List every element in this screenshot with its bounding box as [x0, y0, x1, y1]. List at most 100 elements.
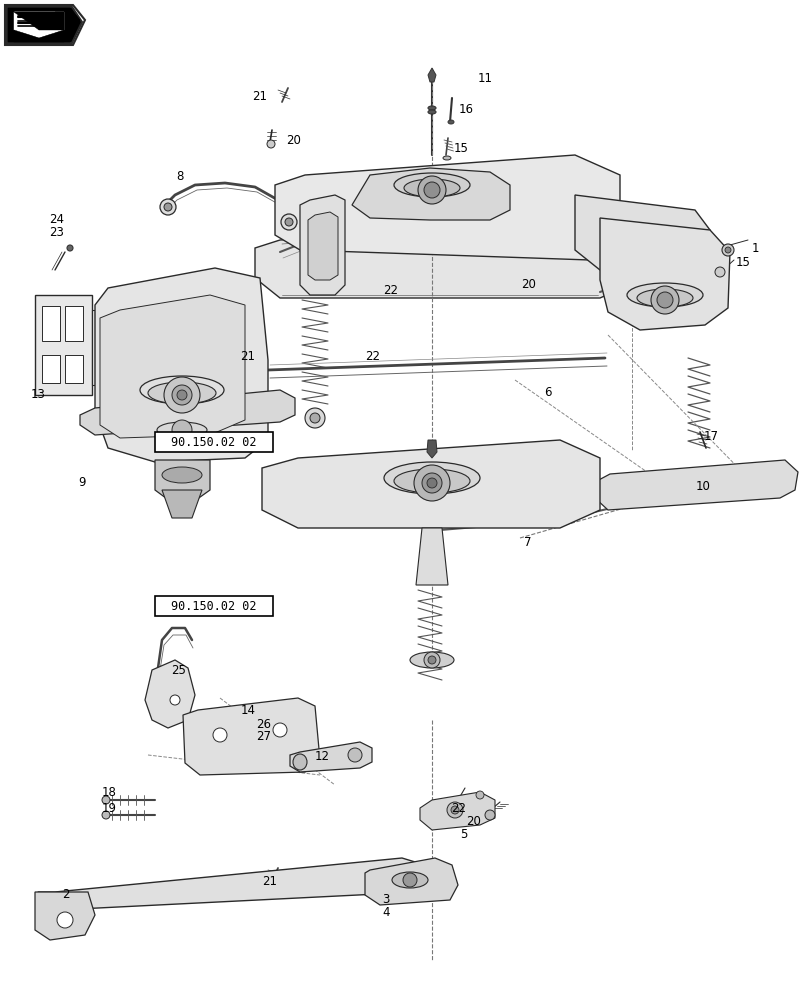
Ellipse shape: [448, 120, 453, 124]
Circle shape: [164, 377, 200, 413]
Circle shape: [281, 214, 297, 230]
Text: 26: 26: [255, 717, 271, 730]
Circle shape: [177, 390, 187, 400]
Circle shape: [164, 203, 172, 211]
Circle shape: [102, 811, 109, 819]
Circle shape: [446, 802, 462, 818]
Ellipse shape: [410, 652, 453, 668]
Circle shape: [656, 292, 672, 308]
Circle shape: [724, 247, 730, 253]
Text: 4: 4: [381, 906, 389, 919]
Text: 9: 9: [78, 477, 85, 489]
Ellipse shape: [404, 179, 460, 197]
Text: 13: 13: [31, 388, 45, 401]
Circle shape: [212, 728, 227, 742]
Polygon shape: [14, 12, 39, 30]
Text: 22: 22: [383, 284, 397, 296]
Polygon shape: [155, 460, 210, 510]
Polygon shape: [80, 390, 294, 435]
Polygon shape: [5, 5, 85, 45]
Circle shape: [67, 245, 73, 251]
Circle shape: [450, 806, 458, 814]
Circle shape: [475, 791, 483, 799]
Circle shape: [169, 695, 180, 705]
Text: 15: 15: [735, 255, 750, 268]
Ellipse shape: [393, 469, 470, 493]
Text: 11: 11: [478, 72, 492, 85]
Circle shape: [414, 465, 449, 501]
Circle shape: [422, 473, 441, 493]
Ellipse shape: [392, 872, 427, 888]
Ellipse shape: [443, 156, 450, 160]
Text: 19: 19: [102, 801, 117, 814]
Bar: [65, 355, 83, 383]
Text: 18: 18: [102, 786, 117, 799]
Circle shape: [418, 176, 445, 204]
Text: 1: 1: [751, 242, 758, 255]
Text: 14: 14: [241, 704, 255, 717]
Circle shape: [285, 218, 293, 226]
Text: 10: 10: [695, 480, 710, 492]
Circle shape: [650, 286, 678, 314]
Text: 20: 20: [285, 134, 301, 147]
Polygon shape: [38, 858, 430, 910]
Text: 12: 12: [315, 750, 329, 762]
Polygon shape: [14, 12, 64, 38]
Polygon shape: [351, 168, 509, 220]
Polygon shape: [100, 295, 245, 438]
Ellipse shape: [148, 382, 216, 404]
Text: 5: 5: [460, 828, 467, 841]
Text: 2: 2: [62, 888, 70, 902]
Text: 90.150.02 02: 90.150.02 02: [171, 599, 256, 612]
Polygon shape: [35, 295, 92, 395]
Circle shape: [402, 873, 417, 887]
Ellipse shape: [427, 106, 436, 110]
Circle shape: [423, 652, 440, 668]
Bar: [42, 355, 60, 383]
Text: 22: 22: [365, 351, 380, 363]
Polygon shape: [594, 460, 797, 510]
Polygon shape: [599, 218, 729, 330]
Circle shape: [160, 199, 176, 215]
Ellipse shape: [427, 110, 436, 114]
Text: 20: 20: [521, 278, 535, 292]
Polygon shape: [275, 155, 620, 260]
Polygon shape: [255, 218, 639, 298]
Text: 20: 20: [466, 815, 480, 828]
Polygon shape: [415, 528, 448, 585]
Polygon shape: [95, 268, 268, 462]
Polygon shape: [162, 490, 202, 518]
Ellipse shape: [293, 754, 307, 770]
Polygon shape: [290, 742, 371, 772]
Text: 7: 7: [523, 536, 531, 548]
Circle shape: [427, 656, 436, 664]
Text: 90.150.02 02: 90.150.02 02: [171, 436, 256, 448]
Ellipse shape: [162, 467, 202, 483]
Polygon shape: [145, 660, 195, 728]
Ellipse shape: [626, 283, 702, 307]
Circle shape: [310, 413, 320, 423]
Polygon shape: [35, 892, 95, 940]
Ellipse shape: [384, 462, 479, 494]
Polygon shape: [419, 792, 495, 830]
Bar: [65, 306, 83, 341]
Polygon shape: [7, 7, 82, 43]
Text: 25: 25: [171, 664, 186, 678]
Circle shape: [57, 912, 73, 928]
Polygon shape: [14, 30, 64, 42]
Polygon shape: [574, 195, 709, 270]
Circle shape: [267, 140, 275, 148]
Ellipse shape: [157, 422, 207, 438]
Circle shape: [484, 810, 495, 820]
Text: 6: 6: [543, 386, 551, 399]
Text: 3: 3: [381, 894, 389, 906]
Polygon shape: [262, 440, 599, 528]
Circle shape: [102, 796, 109, 804]
Ellipse shape: [139, 376, 224, 404]
Circle shape: [427, 478, 436, 488]
Polygon shape: [92, 310, 105, 385]
Text: 15: 15: [453, 142, 468, 155]
Text: 27: 27: [255, 730, 271, 743]
Polygon shape: [39, 12, 64, 30]
Text: 16: 16: [458, 103, 474, 116]
